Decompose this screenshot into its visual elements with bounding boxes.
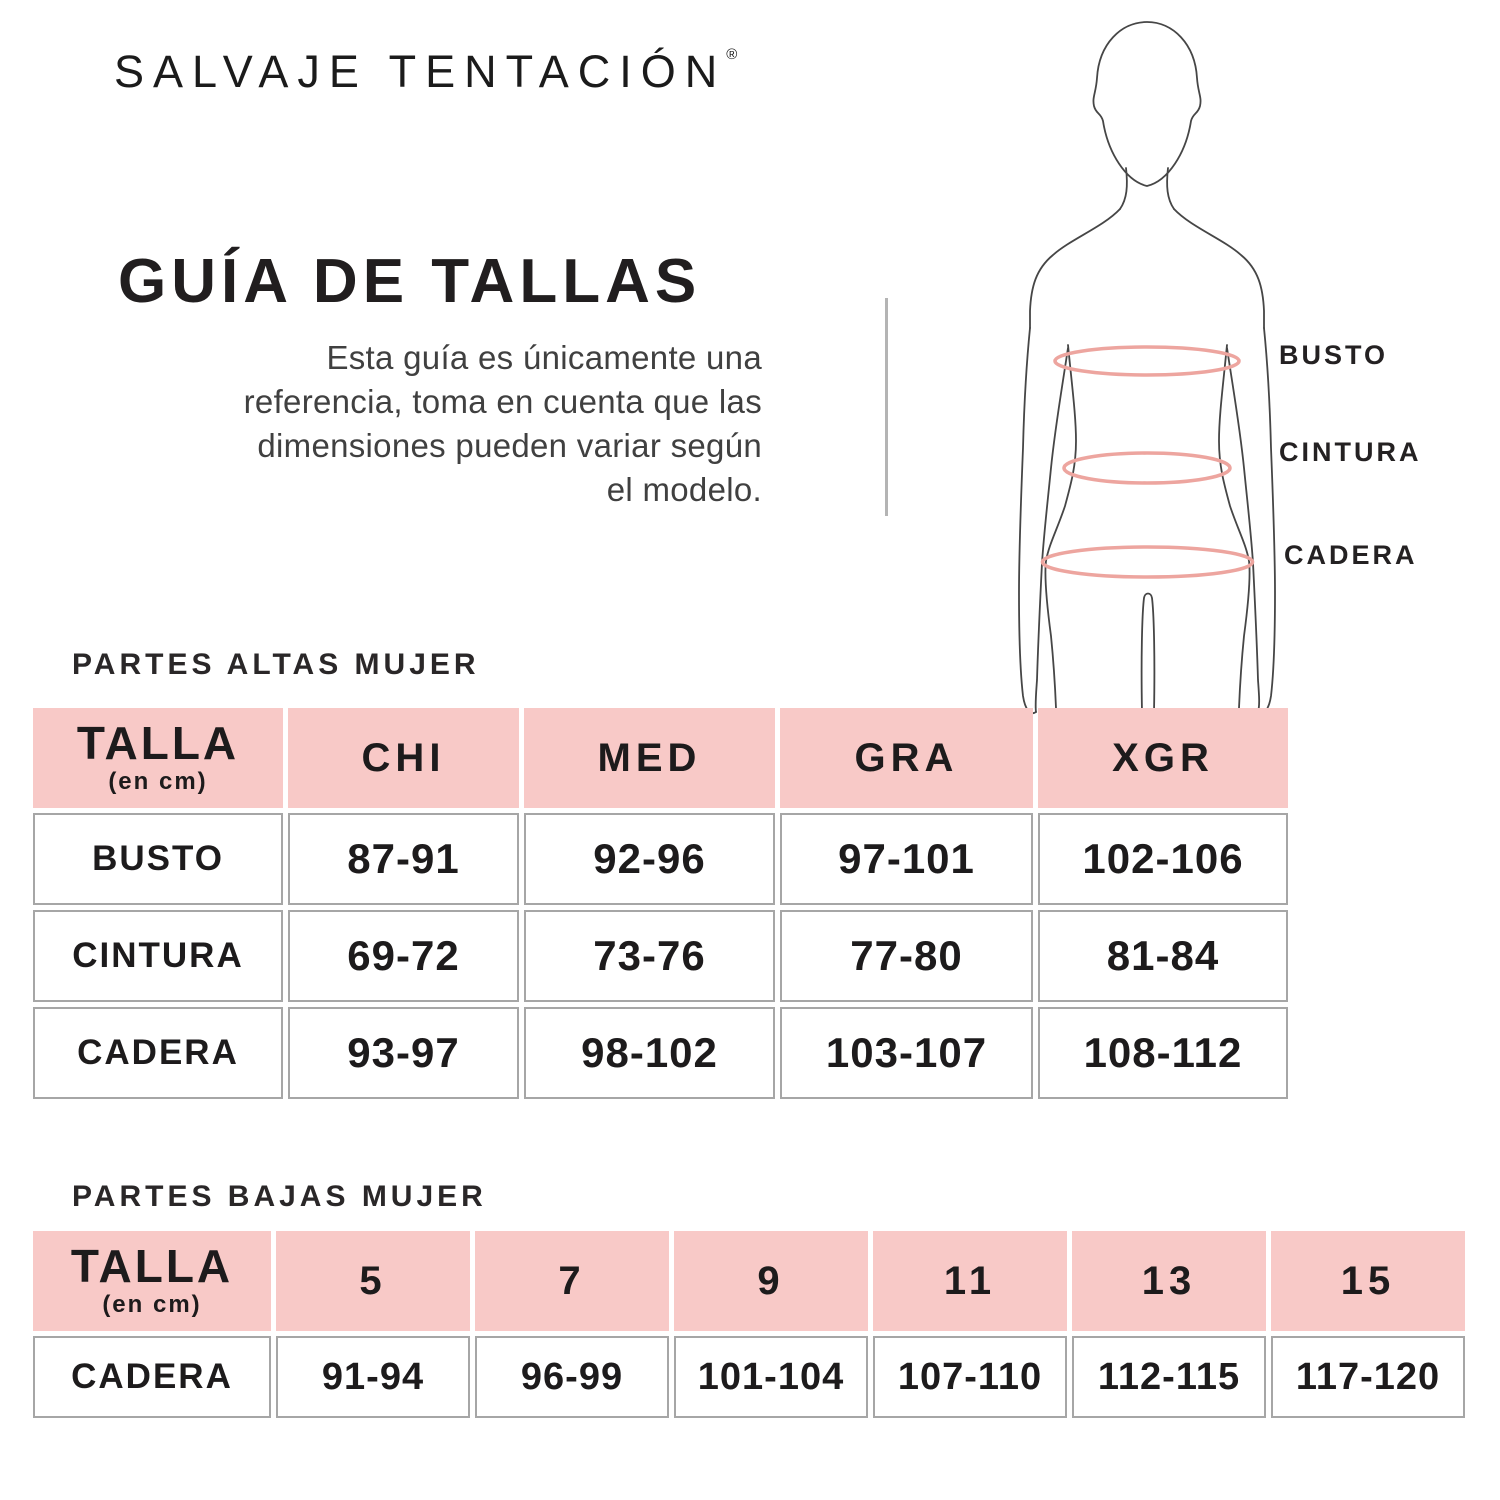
table-cell: 77-80 [780, 910, 1033, 1002]
tops-col-gra: GRA [780, 708, 1033, 808]
intro-line: dimensiones pueden variar según [257, 427, 762, 464]
table-cell: 87-91 [288, 813, 519, 905]
bottoms-col-9: 9 [674, 1231, 868, 1331]
tops-section-title: PARTES ALTAS MUJER [72, 648, 480, 681]
tops-col-med: MED [524, 708, 775, 808]
table-cell: 69-72 [288, 910, 519, 1002]
tops-row-label: CADERA [33, 1007, 283, 1099]
table-cell: 107-110 [873, 1336, 1067, 1418]
talla-unit: (en cm) [108, 767, 208, 795]
waist-measure-line [1062, 451, 1232, 485]
vertical-divider [885, 298, 888, 516]
table-cell: 81-84 [1038, 910, 1288, 1002]
table-cell: 73-76 [524, 910, 775, 1002]
brand-logo: SALVAJE TENTACIÓN® [114, 46, 737, 98]
tops-header-talla: TALLA (en cm) [33, 708, 283, 808]
tops-size-table: TALLA (en cm) CHI MED GRA XGR BUSTO 87-9… [33, 708, 1288, 1099]
tops-row-label: BUSTO [33, 813, 283, 905]
bottoms-row-label: CADERA [33, 1336, 271, 1418]
table-cell: 102-106 [1038, 813, 1288, 905]
tops-row-label: CINTURA [33, 910, 283, 1002]
table-cell: 101-104 [674, 1336, 868, 1418]
intro-line: Esta guía es únicamente una [326, 339, 762, 376]
waist-label: CINTURA [1279, 437, 1422, 467]
bottoms-col-5: 5 [276, 1231, 470, 1331]
bottoms-section-title: PARTES BAJAS MUJER [72, 1180, 487, 1213]
intro-line: el modelo. [606, 471, 762, 508]
table-cell: 97-101 [780, 813, 1033, 905]
table-cell: 112-115 [1072, 1336, 1266, 1418]
female-body-figure [1018, 21, 1276, 714]
table-cell: 98-102 [524, 1007, 775, 1099]
registered-mark: ® [726, 46, 738, 63]
figure-head [1092, 21, 1202, 187]
bust-label: BUSTO [1279, 340, 1389, 370]
tops-col-xgr: XGR [1038, 708, 1288, 808]
bottoms-size-table: TALLA (en cm) 5 7 9 11 13 15 CADERA 91-9… [33, 1231, 1465, 1418]
bottoms-col-7: 7 [475, 1231, 669, 1331]
table-cell: 108-112 [1038, 1007, 1288, 1099]
table-cell: 103-107 [780, 1007, 1033, 1099]
table-cell: 96-99 [475, 1336, 669, 1418]
talla-label: TALLA [70, 1239, 234, 1292]
hip-label: CADERA [1284, 540, 1418, 570]
intro-line: referencia, toma en cuenta que las [243, 383, 762, 420]
table-cell: 91-94 [276, 1336, 470, 1418]
intro-text: Esta guía es únicamente una referencia, … [60, 336, 762, 512]
bust-measure-line [1053, 345, 1241, 377]
talla-unit: (en cm) [102, 1290, 202, 1318]
table-cell: 93-97 [288, 1007, 519, 1099]
table-cell: 117-120 [1271, 1336, 1465, 1418]
bottoms-col-13: 13 [1072, 1231, 1266, 1331]
table-cell: 92-96 [524, 813, 775, 905]
brand-name: SALVAJE TENTACIÓN [114, 46, 727, 97]
bottoms-header-talla: TALLA (en cm) [33, 1231, 271, 1331]
hip-measure-line [1040, 545, 1255, 579]
tops-col-chi: CHI [288, 708, 519, 808]
bottoms-col-11: 11 [873, 1231, 1067, 1331]
bottoms-col-15: 15 [1271, 1231, 1465, 1331]
talla-label: TALLA [76, 716, 240, 769]
page-title: GUÍA DE TALLAS [118, 247, 702, 316]
